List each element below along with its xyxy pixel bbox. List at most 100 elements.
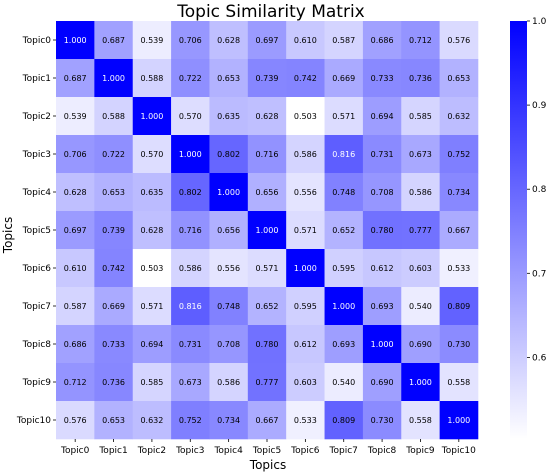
heatmap-cell [209,173,249,212]
y-tick-label: Topic4 [22,188,52,198]
heatmap-cell [286,325,325,364]
heatmap-cell [324,401,364,440]
heatmap-cell [286,287,325,326]
cell-value-label: 0.656 [217,226,240,235]
heatmap-cell [324,21,364,60]
cell-value-label: 0.809 [332,416,355,425]
cell-value-label: 0.571 [256,264,279,273]
cell-value-label: 0.693 [332,340,355,349]
heatmap-cell [286,211,325,250]
heatmap-cell [362,173,402,212]
cell-value-label: 0.652 [256,302,279,311]
heatmap-cell [439,249,479,288]
heatmap-cell [324,363,364,402]
heatmap-cell [209,363,249,402]
cell-value-label: 0.777 [256,378,279,387]
cell-value-label: 0.690 [409,340,432,349]
heatmap-cell [94,363,134,402]
cell-value-label: 0.694 [140,340,163,349]
cell-value-label: 1.000 [294,264,317,273]
cell-value-label: 0.610 [294,36,317,45]
cell-value-label: 0.588 [140,74,163,83]
heatmap-cell [401,59,440,98]
colorbar-tick-label: 0.8 [532,185,547,195]
cell-value-label: 0.748 [217,302,240,311]
heatmap-cell [132,59,172,98]
y-tick-label: Topic2 [22,112,51,122]
heatmap-cell [171,59,210,98]
cell-value-label: 0.706 [179,36,202,45]
x-tick-label: Topic7 [329,446,358,456]
heatmap-cell [209,135,249,174]
heatmap-cell [56,287,95,326]
heatmap-cell [132,211,172,250]
cell-value-label: 0.576 [447,36,470,45]
heatmap-cell [401,325,440,364]
cell-value-label: 0.570 [140,150,163,159]
y-tick-label: Topic7 [22,302,51,312]
heatmap-cell [439,363,479,402]
cell-value-label: 0.712 [64,378,87,387]
cell-value-label: 0.686 [64,340,87,349]
heatmap-cell [362,287,402,326]
heatmap-cell [439,287,479,326]
heatmap-cell [171,135,210,174]
heatmap-cell [132,97,172,136]
x-tick-label: Topic3 [175,446,204,456]
heatmap-cell [132,249,172,288]
cell-value-label: 0.595 [332,264,355,273]
cell-value-label: 0.712 [409,36,432,45]
cell-value-label: 0.635 [217,112,240,121]
heatmap-cell [132,287,172,326]
cell-value-label: 0.777 [409,226,432,235]
heatmap-cell [132,325,172,364]
cell-value-label: 0.587 [332,36,355,45]
heatmap-cell [286,97,325,136]
cell-value-label: 0.595 [294,302,317,311]
cell-value-label: 0.686 [371,36,394,45]
cell-value-label: 0.558 [409,416,432,425]
heatmap-cell [171,21,210,60]
heatmap-cell [401,363,440,402]
cell-value-label: 0.558 [447,378,470,387]
cell-value-label: 0.586 [409,188,432,197]
heatmap-cell [324,59,364,98]
cell-value-label: 0.667 [256,416,279,425]
cell-value-label: 0.503 [294,112,317,121]
y-tick-label: Topic5 [22,226,51,236]
cell-value-label: 1.000 [64,36,87,45]
heatmap-cell [247,249,287,288]
heatmap-cell [324,173,364,212]
cell-value-label: 0.576 [64,416,87,425]
heatmap-cell [94,287,134,326]
heatmap-cell [247,21,287,60]
cell-value-label: 0.603 [409,264,432,273]
cell-value-label: 0.653 [217,74,240,83]
heatmap-cell [56,249,95,288]
heatmap-cell [439,97,479,136]
cell-value-label: 0.802 [217,150,240,159]
cell-value-label: 0.690 [371,378,394,387]
cell-value-label: 1.000 [217,188,240,197]
x-tick-label: Topic2 [137,446,166,456]
x-tick-labels: Topic0 Topic1 Topic2 Topic3 Topic4 Topic5 Topi… [60,439,476,456]
cell-value-label: 0.653 [102,188,125,197]
cell-value-label: 0.780 [371,226,394,235]
heatmap-cell [209,59,249,98]
cell-value-label: 0.722 [102,150,125,159]
heatmap-cell [247,59,287,98]
cell-value-label: 0.816 [332,150,355,159]
heatmap-cell [132,401,172,440]
heatmap-cell [171,249,210,288]
heatmap-cell [362,135,402,174]
heatmap-cell [209,97,249,136]
heatmap-cell [56,21,95,60]
cell-value-label: 0.585 [409,112,432,121]
x-tick-label: Topic0 [60,446,90,456]
heatmap-cell [56,59,95,98]
cell-value-label: 0.694 [371,112,394,121]
x-tick-label: Topic5 [252,446,281,456]
cell-value-label: 0.752 [447,150,470,159]
x-tick-label: Topic4 [213,446,243,456]
cell-value-label: 0.570 [179,112,202,121]
